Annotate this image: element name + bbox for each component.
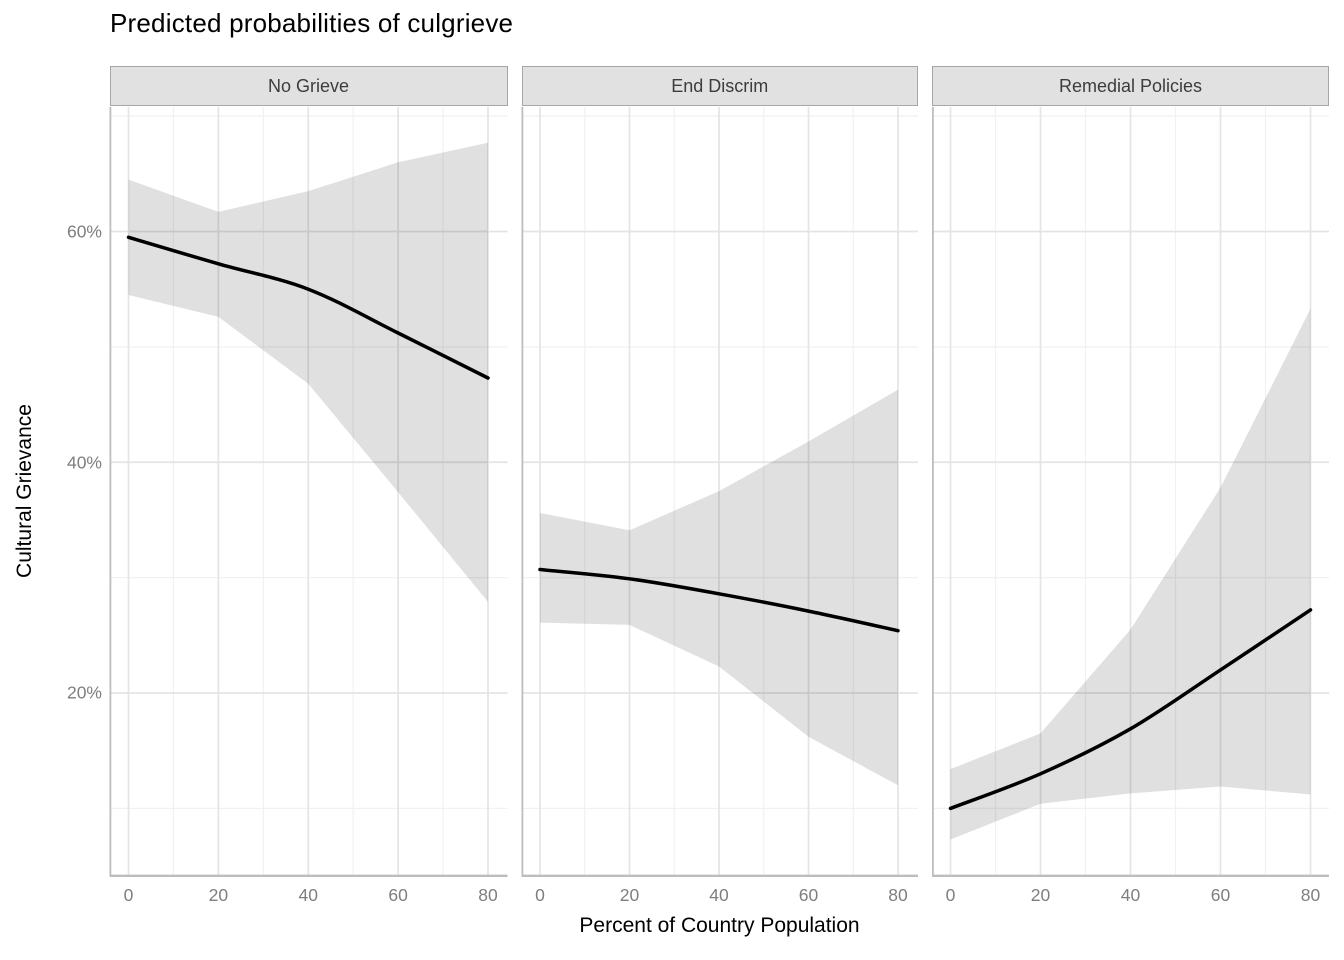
y-tick-label-40: 40% <box>66 452 102 473</box>
panel-no-grieve <box>109 107 508 877</box>
x-tick-label: 40 <box>1120 885 1141 905</box>
confidence-ribbon-remedial-policies <box>950 308 1311 840</box>
confidence-ribbon-no-grieve <box>128 142 488 602</box>
panel-end-discrim <box>521 107 918 877</box>
facet-strip-end-discrim: End Discrim <box>521 66 918 106</box>
x-tick-label: 40 <box>298 885 318 905</box>
fit-line-no-grieve <box>126 235 490 380</box>
x-tick-label: 60 <box>798 885 819 905</box>
facet-label: No Grieve <box>267 75 350 96</box>
panel-remedial-policies <box>932 107 1329 877</box>
x-tick-label: 20 <box>208 885 229 905</box>
x-axis-title: Percent of Country Population <box>579 914 860 937</box>
x-tick-label: 80 <box>478 885 498 905</box>
x-tick-label: 0 <box>945 885 956 905</box>
y-tick-label-20: 20% <box>66 682 102 703</box>
x-tick-label: 80 <box>888 885 908 905</box>
fit-line-remedial-policies <box>948 608 1313 811</box>
plot-title: Predicted probabilities of culgrieve <box>110 8 514 38</box>
x-tick-label: 20 <box>1030 885 1051 905</box>
x-tick-label: 40 <box>709 885 729 905</box>
x-tick-label: 60 <box>1210 885 1231 905</box>
fit-line-end-discrim <box>538 567 900 633</box>
x-tick-label: 0 <box>535 885 545 905</box>
y-axis-title: Cultural Grievance <box>13 404 36 578</box>
x-tick-label: 60 <box>388 885 408 905</box>
x-tick-label: 0 <box>123 885 134 905</box>
facet-strip-no-grieve: No Grieve <box>109 66 508 106</box>
x-tick-label: 80 <box>1300 885 1321 905</box>
x-tick-label: 20 <box>619 885 640 905</box>
facet-label: Remedial Policies <box>1058 75 1203 96</box>
confidence-ribbon-end-discrim <box>540 389 898 786</box>
y-tick-label-60: 60% <box>66 221 102 241</box>
facet-label: End Discrim <box>671 75 769 96</box>
facet-strip-remedial-policies: Remedial Policies <box>932 66 1329 106</box>
